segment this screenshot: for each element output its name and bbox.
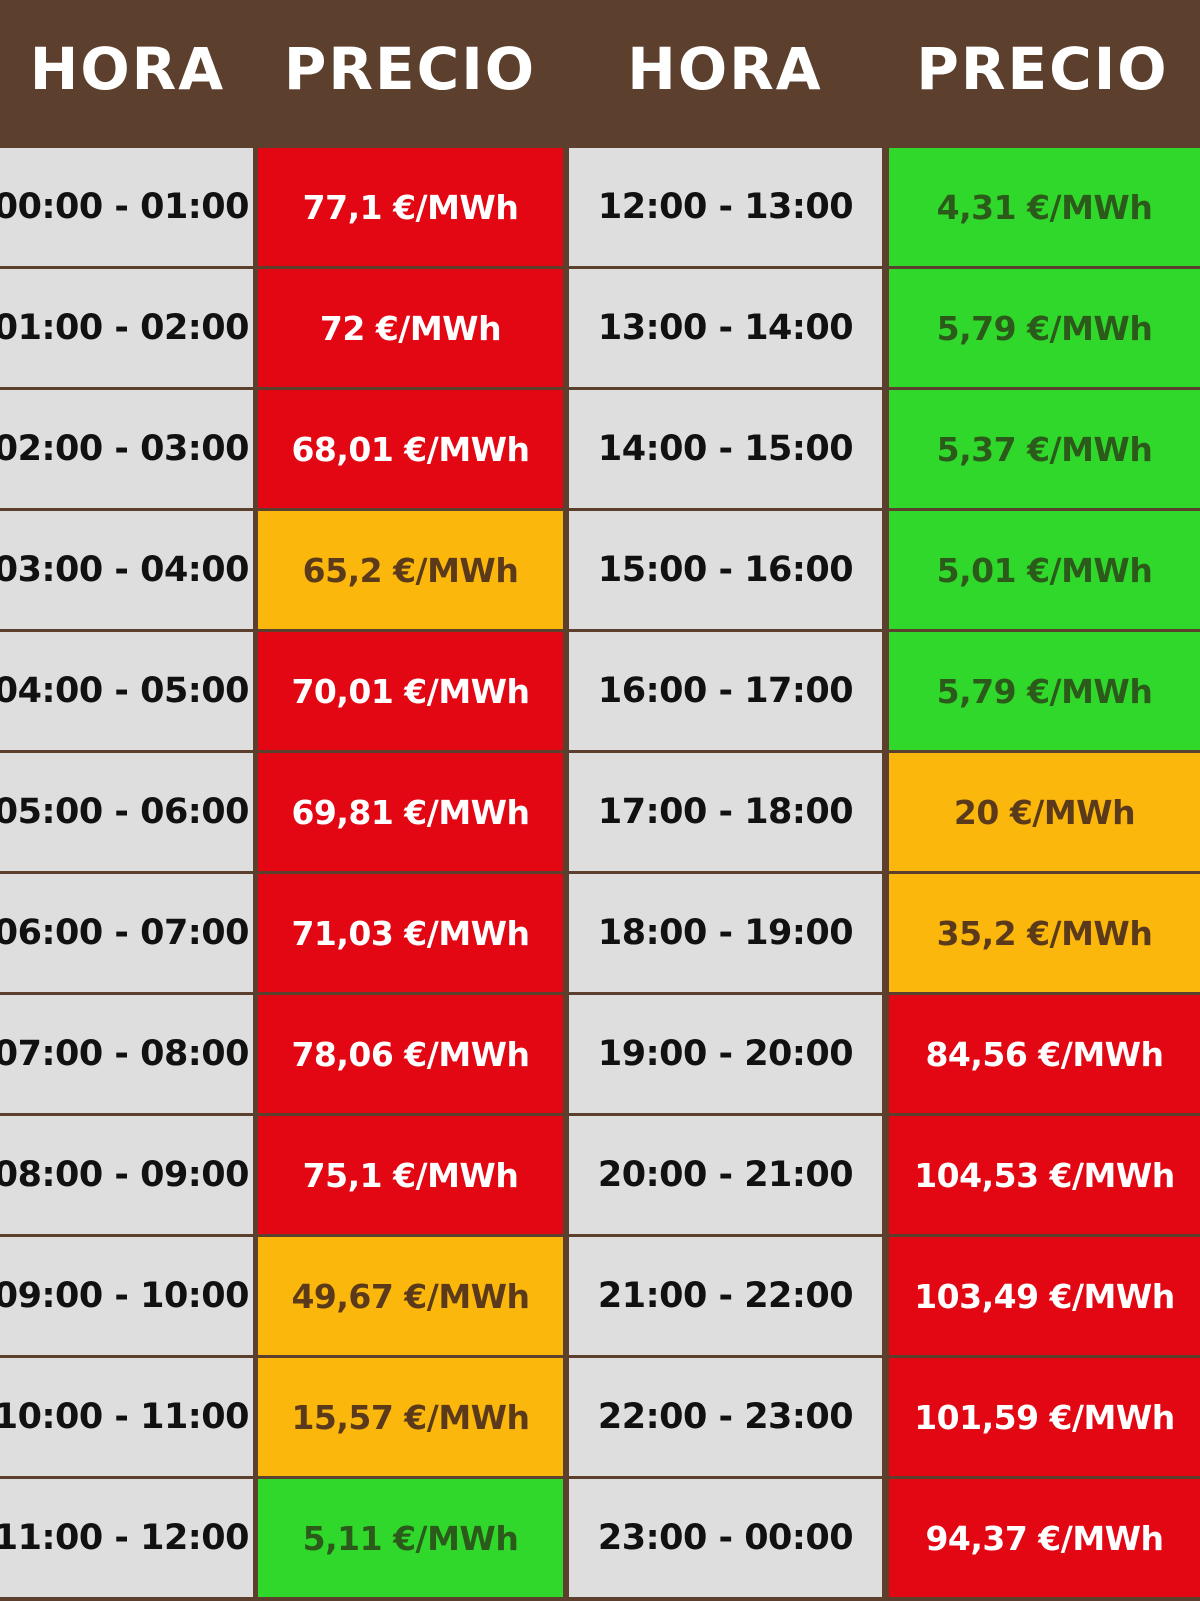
hora-cell-right: 20:00 - 21:00 (569, 1116, 882, 1234)
precio-cell-left: 77,1 €/MWh (258, 148, 563, 266)
hora-cell-left: 06:00 - 07:00 (0, 874, 253, 992)
precio-cell-right: 35,2 €/MWh (889, 874, 1200, 992)
table-row: 04:00 - 05:00 70,01 €/MWh 16:00 - 17:00 5,7… (0, 632, 1200, 754)
hora-cell-left: 10:00 - 11:00 (0, 1358, 253, 1476)
table-row: 02:00 - 03:00 68,01 €/MWh 14:00 - 15:00 5,3… (0, 390, 1200, 512)
hora-cell-left: 04:00 - 05:00 (0, 632, 253, 750)
hora-cell-left: 07:00 - 08:00 (0, 995, 253, 1113)
table-row: 08:00 - 09:00 75,1 €/MWh 20:00 - 21:00 104,… (0, 1116, 1200, 1238)
precio-cell-left: 69,81 €/MWh (258, 753, 563, 871)
header-hora-right: HORA (627, 35, 823, 103)
precio-cell-left: 72 €/MWh (258, 269, 563, 387)
hora-cell-left: 02:00 - 03:00 (0, 390, 253, 508)
hora-cell-right: 14:00 - 15:00 (569, 390, 882, 508)
precio-cell-left: 49,67 €/MWh (258, 1237, 563, 1355)
table-row: 05:00 - 06:00 69,81 €/MWh 17:00 - 18:00 20 … (0, 753, 1200, 875)
precio-cell-right: 5,79 €/MWh (889, 269, 1200, 387)
hora-cell-left: 03:00 - 04:00 (0, 511, 253, 629)
precio-cell-left: 5,11 €/MWh (258, 1479, 563, 1597)
table-row: 10:00 - 11:00 15,57 €/MWh 22:00 - 23:00 101… (0, 1358, 1200, 1480)
precio-cell-right: 4,31 €/MWh (889, 148, 1200, 266)
hora-cell-left: 08:00 - 09:00 (0, 1116, 253, 1234)
hora-cell-right: 13:00 - 14:00 (569, 269, 882, 387)
precio-cell-left: 65,2 €/MWh (258, 511, 563, 629)
precio-cell-right: 20 €/MWh (889, 753, 1200, 871)
hora-cell-right: 15:00 - 16:00 (569, 511, 882, 629)
table-row: 06:00 - 07:00 71,03 €/MWh 18:00 - 19:00 35,… (0, 874, 1200, 996)
hora-cell-left: 05:00 - 06:00 (0, 753, 253, 871)
hora-cell-right: 19:00 - 20:00 (569, 995, 882, 1113)
hora-cell-left: 01:00 - 02:00 (0, 269, 253, 387)
hora-cell-left: 11:00 - 12:00 (0, 1479, 253, 1597)
precio-cell-right: 5,79 €/MWh (889, 632, 1200, 750)
table-row: 07:00 - 08:00 78,06 €/MWh 19:00 - 20:00 84,… (0, 995, 1200, 1117)
precio-cell-right: 84,56 €/MWh (889, 995, 1200, 1113)
table-row: 01:00 - 02:00 72 €/MWh 13:00 - 14:00 5,79 €… (0, 269, 1200, 391)
precio-cell-right: 5,37 €/MWh (889, 390, 1200, 508)
hora-cell-right: 12:00 - 13:00 (569, 148, 882, 266)
precio-cell-right: 103,49 €/MWh (889, 1237, 1200, 1355)
precio-cell-left: 75,1 €/MWh (258, 1116, 563, 1234)
precio-cell-left: 68,01 €/MWh (258, 390, 563, 508)
header-hora-left: HORA (29, 35, 226, 103)
header-precio-right: PRECIO (916, 35, 1169, 103)
precio-cell-left: 15,57 €/MWh (258, 1358, 563, 1476)
table-row: 03:00 - 04:00 65,2 €/MWh 15:00 - 16:00 5,01… (0, 511, 1200, 633)
hora-cell-right: 21:00 - 22:00 (569, 1237, 882, 1355)
hora-cell-right: 22:00 - 23:00 (569, 1358, 882, 1476)
table-row: 09:00 - 10:00 49,67 €/MWh 21:00 - 22:00 103… (0, 1237, 1200, 1359)
hora-cell-right: 16:00 - 17:00 (569, 632, 882, 750)
precio-cell-right: 94,37 €/MWh (889, 1479, 1200, 1597)
table-row: 00:00 - 01:00 77,1 €/MWh 12:00 - 13:00 4,31… (0, 148, 1200, 270)
hora-cell-right: 17:00 - 18:00 (569, 753, 882, 871)
hora-cell-right: 18:00 - 19:00 (569, 874, 882, 992)
table-header: HORA PRECIO HORA PRECIO (0, 0, 1200, 148)
table-body: 00:00 - 01:00 77,1 €/MWh 12:00 - 13:00 4,31… (0, 148, 1200, 1600)
precio-cell-right: 101,59 €/MWh (889, 1358, 1200, 1476)
precio-cell-right: 104,53 €/MWh (889, 1116, 1200, 1234)
precio-cell-left: 78,06 €/MWh (258, 995, 563, 1113)
precio-cell-left: 70,01 €/MWh (258, 632, 563, 750)
hora-cell-left: 09:00 - 10:00 (0, 1237, 253, 1355)
header-precio-left: PRECIO (283, 35, 537, 103)
table-row: 11:00 - 12:00 5,11 €/MWh 23:00 - 00:00 94,3… (0, 1479, 1200, 1601)
hora-cell-right: 23:00 - 00:00 (569, 1479, 882, 1597)
hora-cell-left: 00:00 - 01:00 (0, 148, 253, 266)
precio-cell-left: 71,03 €/MWh (258, 874, 563, 992)
precio-cell-right: 5,01 €/MWh (889, 511, 1200, 629)
